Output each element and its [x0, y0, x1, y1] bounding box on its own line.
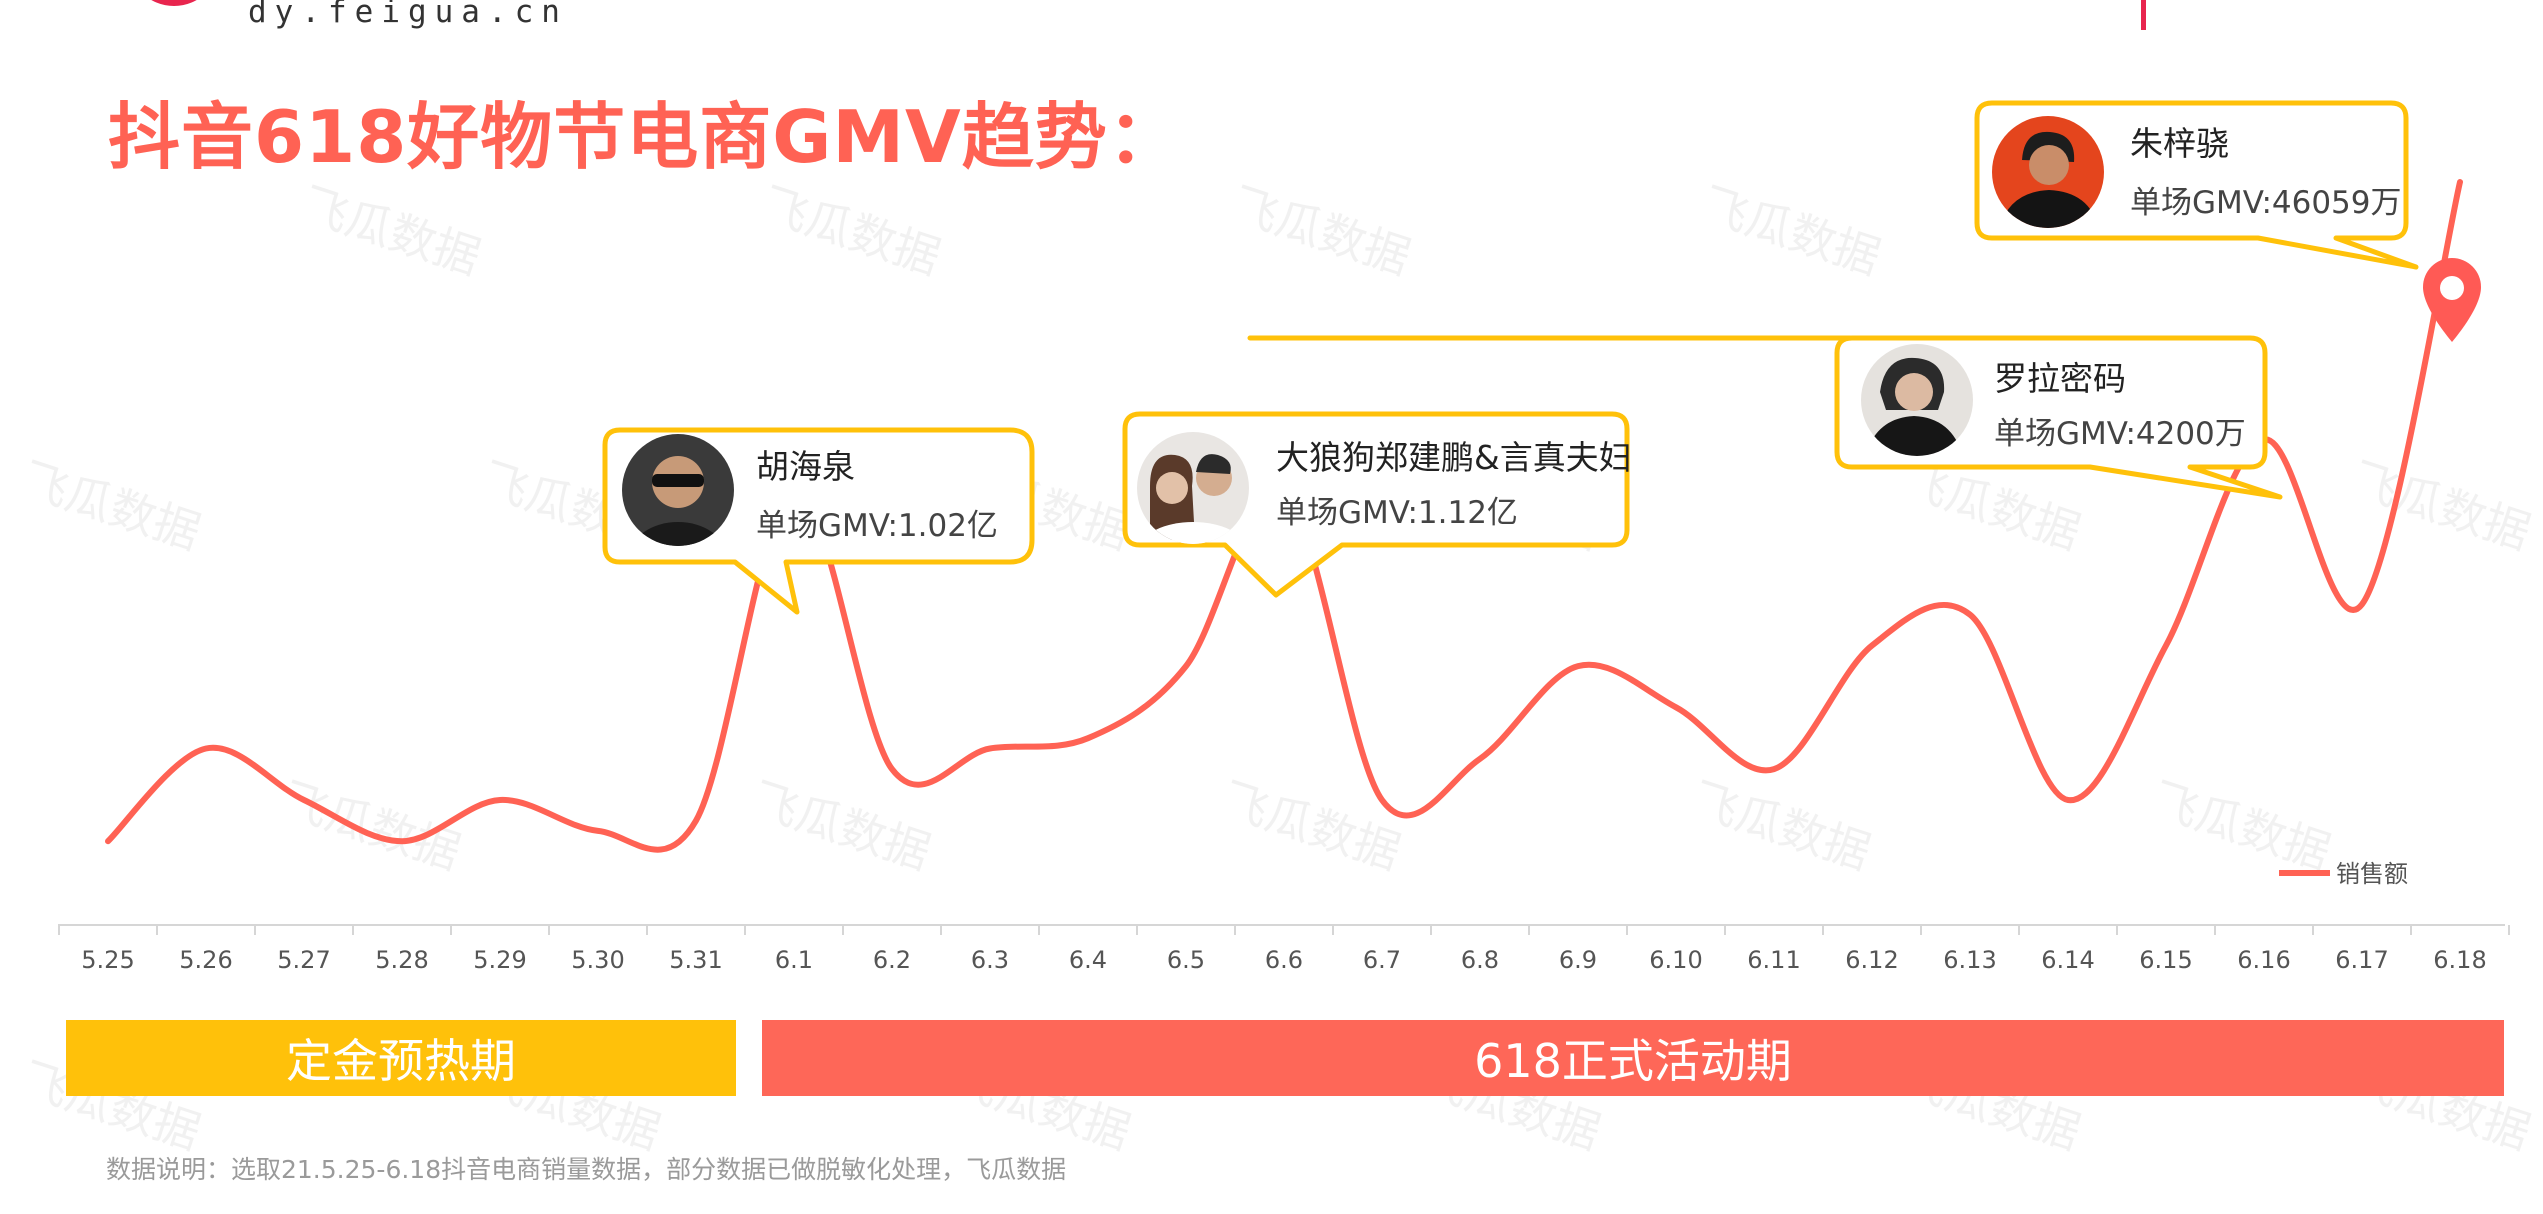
- x-tick-label: 6.4: [1069, 946, 1107, 974]
- callout-zhu-zixiao: 朱梓骁 单场GMV:46059万: [1974, 100, 2419, 270]
- callout-name: 大狼狗郑建鹏&言真夫妇: [1276, 438, 1632, 477]
- callout-gmv: 单场GMV:4200万: [1994, 416, 2246, 452]
- x-tick-label: 6.1: [775, 946, 813, 974]
- x-tick-label: 5.31: [669, 946, 722, 974]
- series-line-sales: [105, 179, 2463, 853]
- x-tick-label: 6.8: [1461, 946, 1499, 974]
- brand-logo-mark: [128, 0, 220, 6]
- callout-hu-haiquan: 胡海泉 单场GMV:1.02亿: [602, 427, 1035, 615]
- callout-box: [1247, 335, 2283, 500]
- x-tick-label: 5.28: [375, 946, 428, 974]
- x-tick-label: 5.26: [179, 946, 232, 974]
- x-tick-label: 5.25: [81, 946, 134, 974]
- x-tick-label: 6.2: [873, 946, 911, 974]
- x-tick-label: 6.11: [1747, 946, 1800, 974]
- callout-gmv: 单场GMV:1.02亿: [756, 508, 998, 544]
- avatar-figure: [1141, 454, 1245, 544]
- callout-name: 朱梓骁: [2130, 124, 2229, 163]
- callout-name: 胡海泉: [756, 447, 855, 486]
- x-tick-label: 6.14: [2041, 946, 2094, 974]
- x-tick-label: 5.27: [277, 946, 330, 974]
- callout-dalanggou: 大狼狗郑建鹏&言真夫妇 单场GMV:1.12亿: [1122, 411, 1632, 598]
- x-tick-label: 6.18: [2433, 946, 2486, 974]
- phase-bar-main-event: 618正式活动期: [762, 1020, 2504, 1096]
- callout-gmv: 单场GMV:46059万: [2130, 185, 2402, 221]
- x-tick-label: 6.6: [1265, 946, 1303, 974]
- x-tick-label: 6.3: [971, 946, 1009, 974]
- phase-bar-presale: 定金预热期: [66, 1020, 736, 1096]
- map-pin-icon: [2423, 258, 2481, 342]
- x-tick-label: 6.9: [1559, 946, 1597, 974]
- header-accent-rule: [2141, 0, 2146, 30]
- legend-label: 销售额: [2336, 860, 2408, 888]
- x-tick-label: 6.13: [1943, 946, 1996, 974]
- callout-luola-mima: 罗拉密码 单场GMV:4200万: [1247, 335, 2283, 500]
- callout-name: 罗拉密码: [1994, 359, 2126, 398]
- chart-legend: 销售额: [2279, 860, 2408, 888]
- x-tick-label: 6.10: [1649, 946, 1702, 974]
- data-footnote: 数据说明：选取21.5.25-6.18抖音电商销量数据，部分数据已做脱敏化处理，…: [106, 1155, 1067, 1184]
- x-tick-label: 5.30: [571, 946, 624, 974]
- x-tick-label: 5.29: [473, 946, 526, 974]
- callout-box: [1122, 411, 1630, 598]
- x-tick-label: 6.16: [2237, 946, 2290, 974]
- page-title: 抖音618好物节电商GMV趋势：: [108, 95, 1181, 179]
- x-tick-label: 6.5: [1167, 946, 1205, 974]
- avatar-figure: [630, 456, 726, 546]
- avatar-figure: [1862, 357, 1966, 456]
- x-tick-label: 6.7: [1363, 946, 1401, 974]
- x-tick-label: 6.12: [1845, 946, 1898, 974]
- x-tick-label: 6.15: [2139, 946, 2192, 974]
- brand-url: dy.feigua.cn: [248, 0, 568, 30]
- callout-gmv: 单场GMV:1.12亿: [1276, 495, 1518, 531]
- x-tick-label: 6.17: [2335, 946, 2388, 974]
